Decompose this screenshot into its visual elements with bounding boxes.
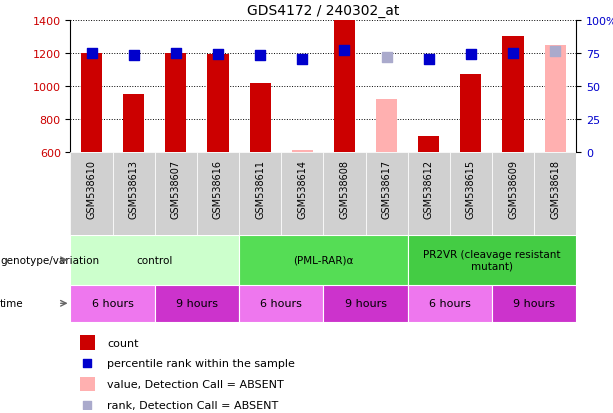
Bar bbox=[70, 153, 113, 235]
Bar bbox=[503, 37, 524, 153]
Text: count: count bbox=[107, 338, 139, 348]
Bar bbox=[166, 54, 186, 153]
Text: 6 hours: 6 hours bbox=[261, 299, 302, 309]
Text: GSM538613: GSM538613 bbox=[129, 159, 139, 218]
Text: GSM538609: GSM538609 bbox=[508, 159, 518, 218]
Point bbox=[86, 50, 96, 57]
Bar bbox=[365, 153, 408, 235]
Bar bbox=[70, 285, 154, 322]
Bar bbox=[81, 54, 102, 153]
Bar bbox=[113, 153, 154, 235]
Text: GSM538614: GSM538614 bbox=[297, 159, 307, 218]
Text: GSM538616: GSM538616 bbox=[213, 159, 223, 218]
Point bbox=[129, 53, 139, 59]
Text: GSM538618: GSM538618 bbox=[550, 159, 560, 218]
Point bbox=[424, 57, 433, 64]
Text: 6 hours: 6 hours bbox=[92, 299, 134, 309]
Text: GSM538610: GSM538610 bbox=[86, 159, 97, 218]
Text: GSM538607: GSM538607 bbox=[171, 159, 181, 218]
Text: GSM538612: GSM538612 bbox=[424, 159, 434, 218]
Bar bbox=[408, 153, 450, 235]
Bar bbox=[492, 153, 534, 235]
Text: 6 hours: 6 hours bbox=[429, 299, 471, 309]
Point bbox=[82, 401, 93, 408]
Point bbox=[82, 360, 93, 367]
Bar bbox=[334, 21, 355, 153]
Point bbox=[340, 48, 349, 55]
Text: (PML-RAR)α: (PML-RAR)α bbox=[293, 255, 354, 265]
Bar bbox=[450, 153, 492, 235]
Point bbox=[213, 52, 223, 58]
Bar bbox=[534, 153, 576, 235]
Text: percentile rank within the sample: percentile rank within the sample bbox=[107, 358, 295, 368]
Bar bbox=[324, 285, 408, 322]
Bar bbox=[239, 285, 323, 322]
Bar bbox=[197, 153, 239, 235]
Point bbox=[508, 50, 518, 57]
Point bbox=[550, 49, 560, 56]
Text: control: control bbox=[137, 255, 173, 265]
Text: GSM538611: GSM538611 bbox=[255, 159, 265, 218]
Text: time: time bbox=[0, 299, 24, 309]
Bar bbox=[324, 153, 365, 235]
Bar bbox=[123, 95, 144, 153]
Bar bbox=[154, 153, 197, 235]
Bar bbox=[80, 377, 95, 392]
Bar bbox=[207, 55, 229, 153]
Bar bbox=[544, 45, 566, 153]
Text: rank, Detection Call = ABSENT: rank, Detection Call = ABSENT bbox=[107, 400, 278, 410]
Point bbox=[297, 57, 307, 64]
Bar bbox=[70, 235, 239, 285]
Bar bbox=[239, 235, 408, 285]
Text: genotype/variation: genotype/variation bbox=[0, 255, 99, 265]
Bar bbox=[492, 285, 576, 322]
Text: 9 hours: 9 hours bbox=[176, 299, 218, 309]
Text: GSM538617: GSM538617 bbox=[381, 159, 392, 218]
Text: value, Detection Call = ABSENT: value, Detection Call = ABSENT bbox=[107, 379, 284, 389]
Text: PR2VR (cleavage resistant
mutant): PR2VR (cleavage resistant mutant) bbox=[423, 249, 561, 271]
Bar bbox=[80, 335, 95, 350]
Bar bbox=[249, 83, 271, 153]
Bar bbox=[292, 150, 313, 153]
Point bbox=[466, 52, 476, 58]
Text: 9 hours: 9 hours bbox=[513, 299, 555, 309]
Bar bbox=[408, 235, 576, 285]
Text: GSM538615: GSM538615 bbox=[466, 159, 476, 218]
Text: 9 hours: 9 hours bbox=[345, 299, 387, 309]
Bar bbox=[376, 100, 397, 153]
Point bbox=[171, 50, 181, 57]
Bar bbox=[154, 285, 239, 322]
Point bbox=[382, 55, 392, 61]
Bar bbox=[239, 153, 281, 235]
Point bbox=[255, 53, 265, 59]
Bar bbox=[408, 285, 492, 322]
Bar bbox=[281, 153, 324, 235]
Bar bbox=[418, 137, 440, 153]
Bar bbox=[460, 75, 481, 153]
Text: GSM538608: GSM538608 bbox=[340, 159, 349, 218]
Title: GDS4172 / 240302_at: GDS4172 / 240302_at bbox=[247, 4, 400, 18]
